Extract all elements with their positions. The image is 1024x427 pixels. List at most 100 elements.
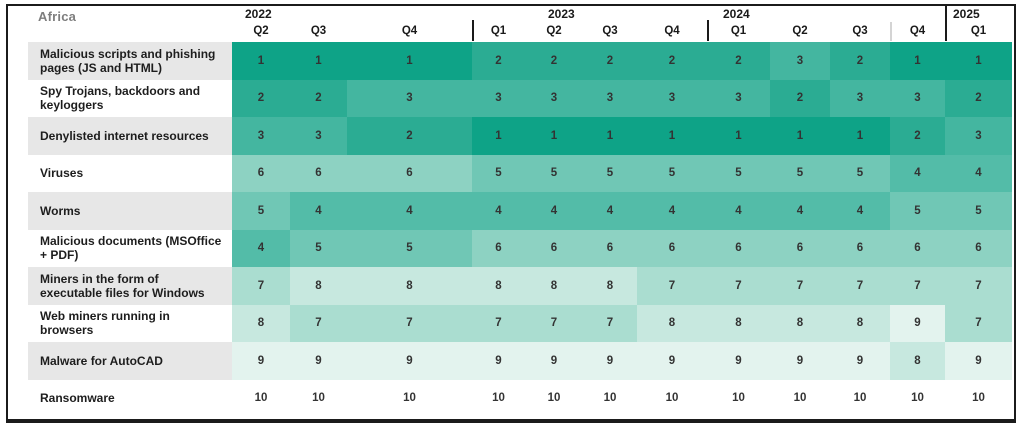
heatmap-cell: 2 (583, 42, 637, 80)
heatmap-cell: 5 (347, 229, 472, 267)
heatmap-cell: 3 (890, 79, 945, 117)
heatmap-cell: 5 (707, 154, 770, 192)
heatmap-cell: 3 (945, 117, 1012, 155)
heatmap-cell: 2 (707, 42, 770, 80)
heatmap-cell: 2 (290, 79, 347, 117)
row-label: Web miners running in browsers (28, 304, 232, 342)
heatmap-cell: 9 (707, 342, 770, 380)
heatmap-cell: 4 (945, 154, 1012, 192)
heatmap-cell: 1 (232, 42, 290, 80)
heatmap-cell: 6 (890, 229, 945, 267)
heatmap-cell: 10 (770, 379, 830, 417)
heatmap-grid: Malicious scripts and phishing pages (JS… (28, 42, 1012, 417)
heatmap-cell: 6 (232, 154, 290, 192)
heatmap-cell: 1 (945, 42, 1012, 80)
row-label: Miners in the form of executable files f… (28, 267, 232, 305)
heatmap-cell: 8 (830, 304, 890, 342)
heatmap-cell: 7 (637, 267, 707, 305)
quarter-header-2022-Q2: Q2 (253, 25, 269, 37)
heatmap-cell: 5 (890, 192, 945, 230)
heatmap-cell: 10 (290, 379, 347, 417)
table-frame (6, 4, 1016, 423)
heatmap-cell: 7 (770, 267, 830, 305)
heatmap-cell: 3 (770, 42, 830, 80)
heatmap-cell: 9 (583, 342, 637, 380)
heatmap-cell: 8 (707, 304, 770, 342)
heatmap-cell: 2 (232, 79, 290, 117)
quarter-header-2022-Q3: Q3 (310, 25, 327, 37)
heatmap-cell: 3 (525, 79, 583, 117)
heatmap-cell: 9 (347, 342, 472, 380)
heatmap-cell: 8 (290, 267, 347, 305)
heatmap-cell: 9 (770, 342, 830, 380)
heatmap-cell: 10 (347, 379, 472, 417)
heatmap-cell: 4 (707, 192, 770, 230)
heatmap-cell: 7 (290, 304, 347, 342)
heatmap-cell: 9 (525, 342, 583, 380)
heatmap-cell: 6 (290, 154, 347, 192)
heatmap-cell: 7 (945, 304, 1012, 342)
heatmap-cell: 8 (637, 304, 707, 342)
heatmap-cell: 2 (945, 79, 1012, 117)
year-divider (707, 20, 709, 41)
heatmap-cell: 1 (707, 117, 770, 155)
heatmap-cell: 10 (945, 379, 1012, 417)
heatmap-cell: 3 (637, 79, 707, 117)
heatmap-cell: 8 (583, 267, 637, 305)
year-divider (472, 20, 474, 41)
heatmap-cell: 4 (290, 192, 347, 230)
quarter-header-2022-Q4: Q4 (401, 25, 418, 37)
minor-divider (890, 22, 892, 41)
quarter-header-2023-Q3: Q3 (602, 25, 618, 37)
heatmap-cell: 10 (890, 379, 945, 417)
heatmap-cell: 8 (525, 267, 583, 305)
heatmap-cell: 4 (770, 192, 830, 230)
heatmap-cell: 9 (945, 342, 1012, 380)
heatmap-cell: 3 (707, 79, 770, 117)
heatmap-cell: 8 (890, 342, 945, 380)
heatmap-cell: 7 (707, 267, 770, 305)
row-label: Denylisted internet resources (28, 117, 232, 155)
heatmap-cell: 6 (770, 229, 830, 267)
heatmap-cell: 4 (583, 192, 637, 230)
heatmap-cell: 5 (583, 154, 637, 192)
heatmap-cell: 3 (232, 117, 290, 155)
heatmap-cell: 6 (525, 229, 583, 267)
heatmap-cell: 7 (472, 304, 525, 342)
heatmap-cell: 5 (525, 154, 583, 192)
heatmap-cell: 6 (830, 229, 890, 267)
heatmap-cell: 7 (347, 304, 472, 342)
heatmap-cell: 2 (830, 42, 890, 80)
heatmap-cell: 5 (830, 154, 890, 192)
heatmap-cell: 10 (707, 379, 770, 417)
heatmap-cell: 5 (290, 229, 347, 267)
row-label: Spy Trojans, backdoors and keyloggers (28, 79, 232, 117)
heatmap-cell: 6 (707, 229, 770, 267)
heatmap-cell: 6 (945, 229, 1012, 267)
heatmap-cell: 9 (830, 342, 890, 380)
heatmap-cell: 5 (770, 154, 830, 192)
heatmap-cell: 2 (347, 117, 472, 155)
quarter-header-2024-Q2: Q2 (792, 25, 808, 37)
heatmap-cell: 10 (637, 379, 707, 417)
row-label: Worms (28, 192, 232, 230)
heatmap-cell: 2 (637, 42, 707, 80)
heatmap-cell: 7 (583, 304, 637, 342)
quarter-header-2023-Q1: Q1 (490, 25, 507, 37)
row-label: Ransomware (28, 379, 232, 417)
heatmap-cell: 6 (472, 229, 525, 267)
heatmap-cell: 8 (770, 304, 830, 342)
heatmap-cell: 3 (830, 79, 890, 117)
heatmap-cell: 1 (890, 42, 945, 80)
heatmap-cell: 4 (637, 192, 707, 230)
heatmap-cell: 9 (637, 342, 707, 380)
heatmap-cell: 7 (232, 267, 290, 305)
heatmap-cell: 2 (525, 42, 583, 80)
heatmap-cell: 1 (830, 117, 890, 155)
region-title: Africa (38, 9, 77, 24)
heatmap-cell: 10 (525, 379, 583, 417)
row-label: Malicious scripts and phishing pages (JS… (28, 42, 232, 80)
heatmap-cell: 8 (347, 267, 472, 305)
quarter-header-2024-Q1: Q1 (730, 25, 747, 37)
heatmap-cell: 2 (472, 42, 525, 80)
